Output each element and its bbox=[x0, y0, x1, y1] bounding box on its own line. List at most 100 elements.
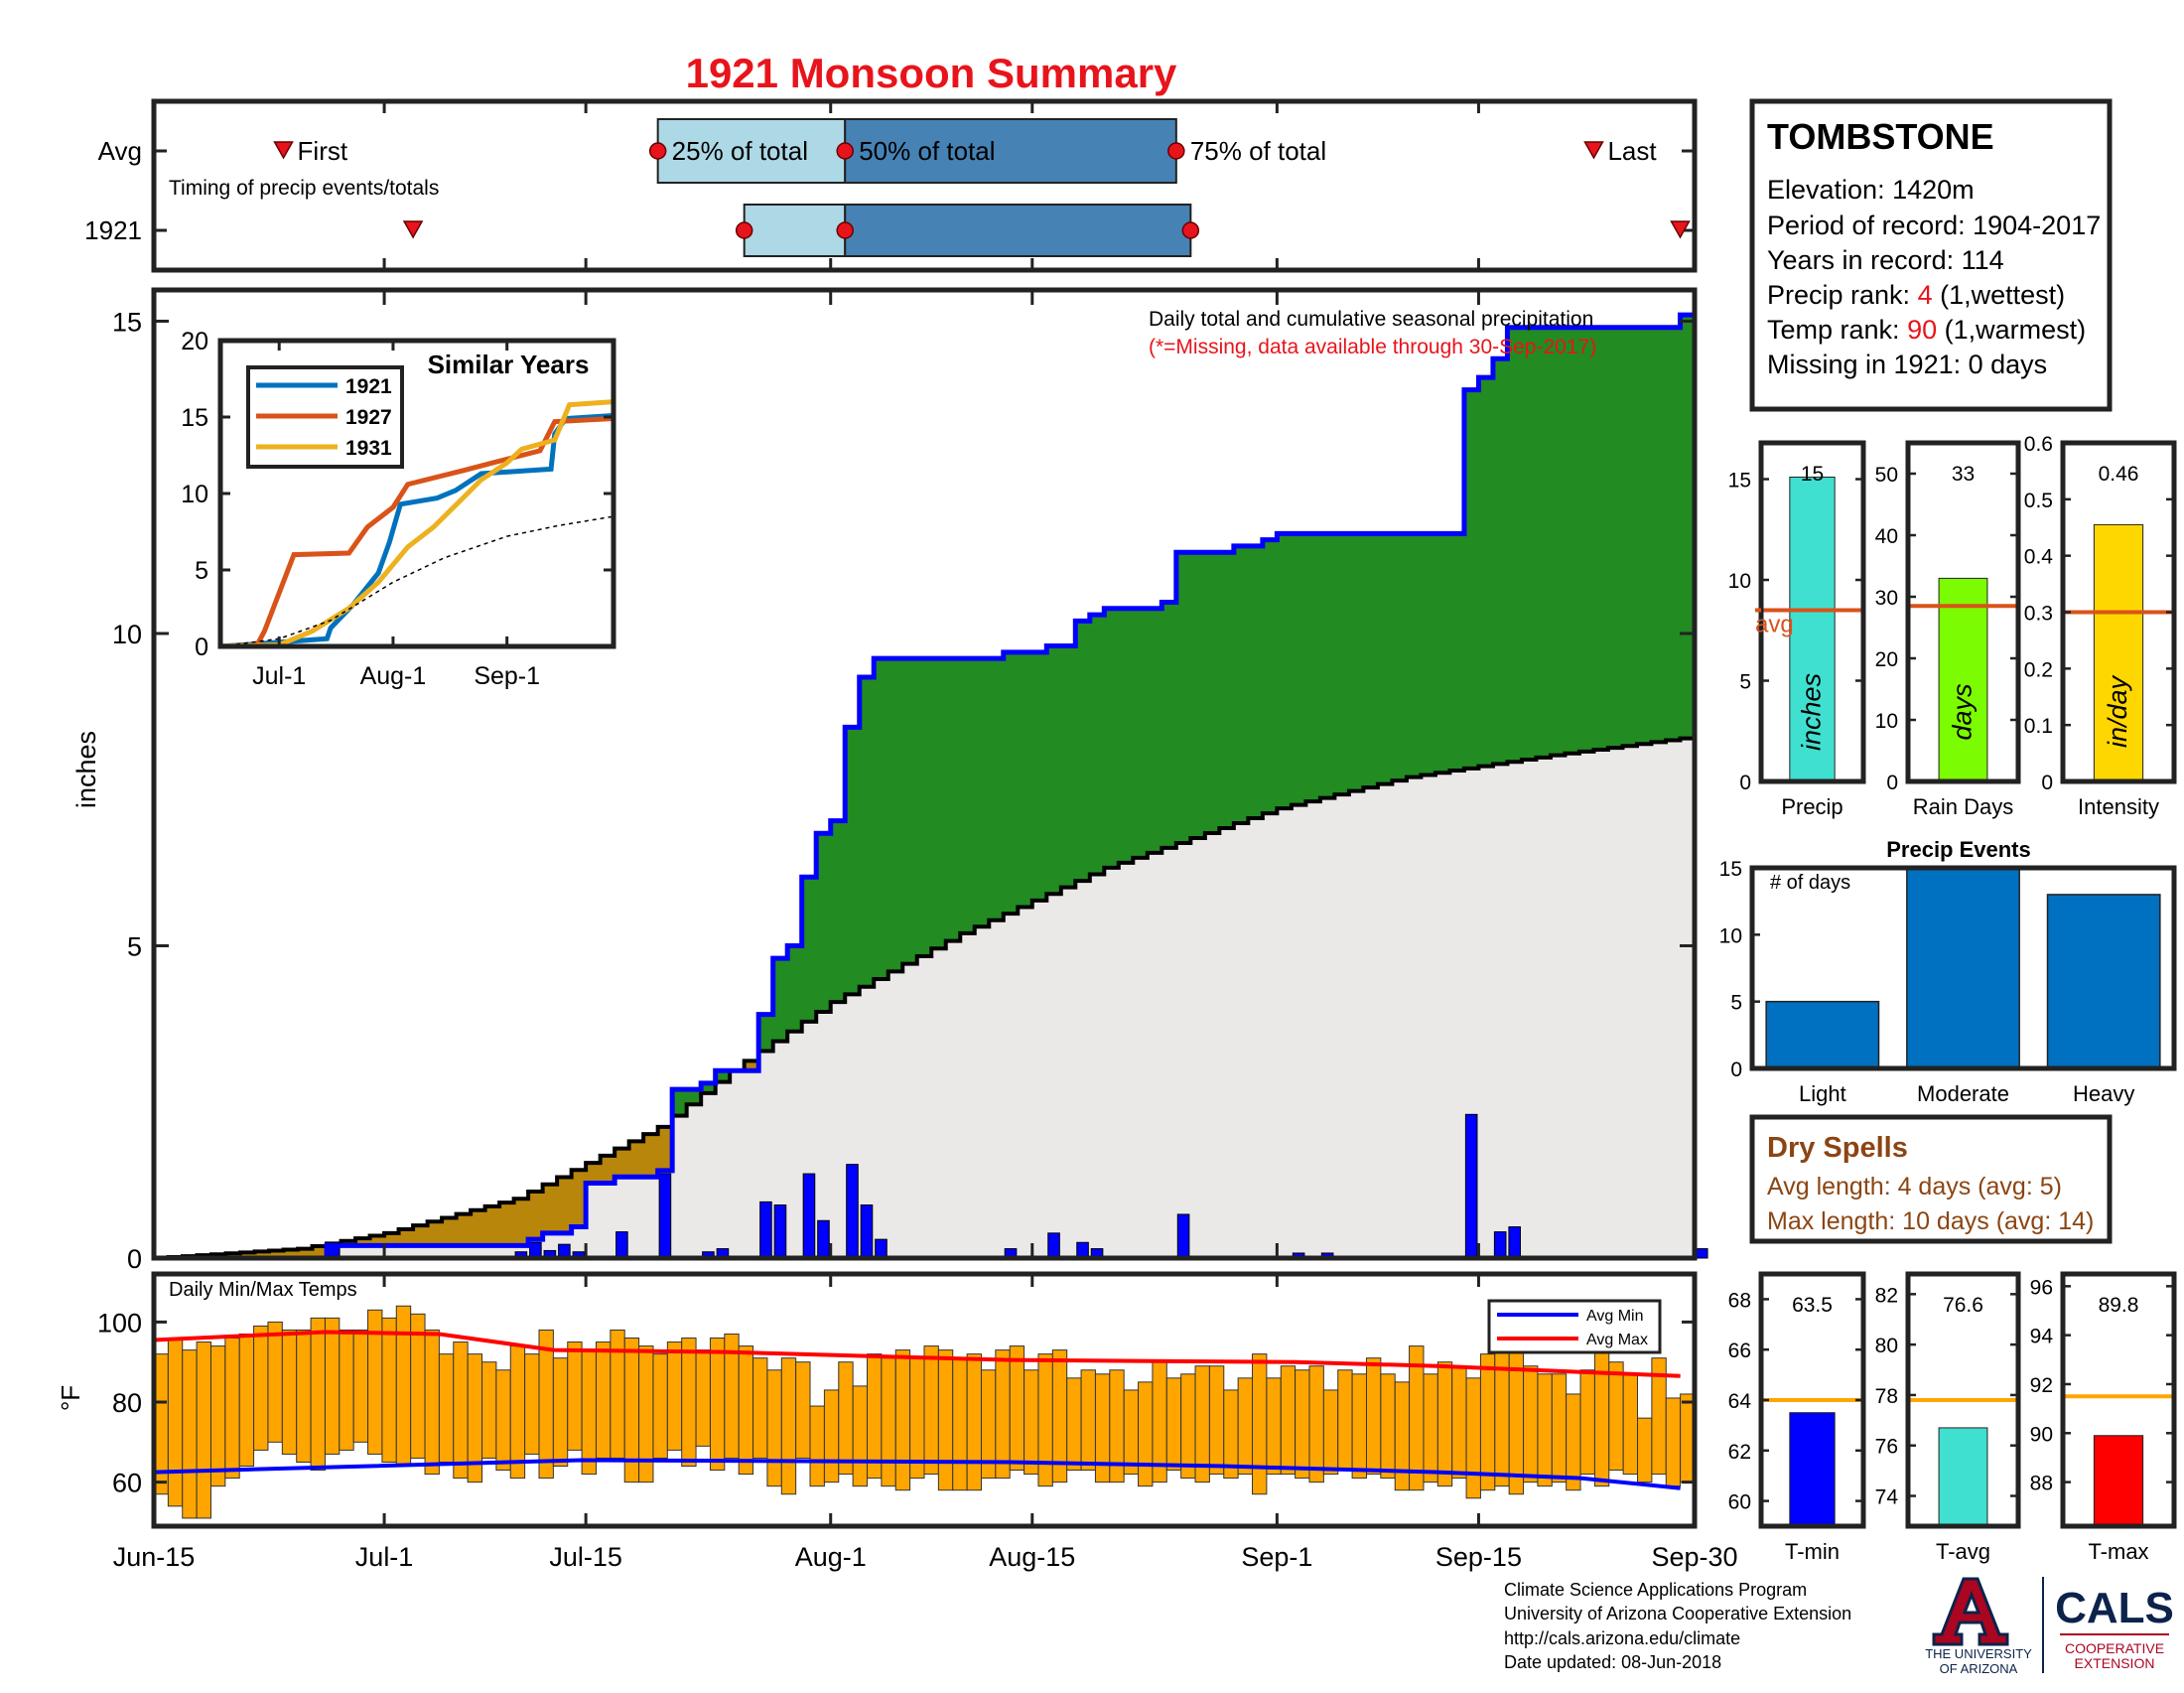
deficit-fill bbox=[586, 1163, 602, 1184]
station-info-box: TOMBSTONE Elevation: 1420m Period of rec… bbox=[1749, 98, 2113, 412]
dry-spells-avg: Avg length: 4 days (avg: 5) bbox=[1767, 1173, 2062, 1200]
daily-temp-bar bbox=[937, 1349, 954, 1491]
events-category-label: Moderate bbox=[1917, 1081, 2009, 1106]
avg-cumulative-line bbox=[154, 736, 1695, 1260]
surplus-fill bbox=[1104, 608, 1120, 868]
events-frame bbox=[1749, 865, 2177, 1071]
inset-xtick-label: Jul-1 bbox=[252, 662, 306, 690]
events-bar bbox=[2046, 894, 2161, 1069]
cals-sub-2: EXTENSION bbox=[2075, 1655, 2155, 1671]
daily-temp-bar bbox=[1037, 1353, 1053, 1487]
temp-panel-label: Daily Min/Max Temps bbox=[169, 1279, 357, 1301]
surplus-fill bbox=[1463, 389, 1480, 769]
surplus-fill bbox=[1319, 533, 1335, 798]
daily-temp-bar bbox=[1380, 1373, 1396, 1480]
daily-temp-bar bbox=[852, 1385, 869, 1487]
ua-a-logo-icon bbox=[1932, 1577, 2009, 1646]
daily-temp-bar bbox=[738, 1345, 754, 1476]
surplus-fill bbox=[1536, 327, 1552, 758]
precip-summary-ytick-label: 0 bbox=[1739, 772, 1751, 794]
dry-spells-box: Dry Spells Avg length: 4 days (avg: 5) M… bbox=[1749, 1114, 2113, 1244]
timing-quantile-marker bbox=[836, 142, 854, 160]
tavg-summary-ytick-label: 78 bbox=[1875, 1385, 1898, 1408]
tmin-summary-ytick-label: 60 bbox=[1728, 1491, 1751, 1514]
avg-min-line bbox=[153, 1458, 1681, 1490]
tmax-summary-ytick-label: 90 bbox=[2030, 1423, 2053, 1446]
deficit-fill bbox=[384, 1232, 400, 1246]
surplus-fill bbox=[1060, 645, 1076, 888]
surplus-fill bbox=[715, 1070, 731, 1082]
inset-line-1931 bbox=[219, 399, 614, 649]
daily-precip-bar bbox=[658, 1173, 672, 1259]
daily-precip-bar bbox=[1176, 1213, 1190, 1259]
daily-temp-bar bbox=[1365, 1357, 1382, 1476]
tavg-summary-ytick-label: 80 bbox=[1875, 1335, 1898, 1357]
inset-line-1927 bbox=[219, 416, 614, 649]
daily-temp-bar bbox=[209, 1345, 226, 1487]
daily-temp-bar bbox=[595, 1341, 612, 1459]
similar-years-inset: 0 5 10 15 20 Jul-1 Aug-1 Sep-1 Similar Years 1921… bbox=[181, 328, 616, 690]
inset-avg-line bbox=[219, 515, 614, 647]
surplus-fill bbox=[1348, 533, 1364, 791]
station-precip-rank: Precip rank: 4 (1,wettest) bbox=[1767, 280, 2065, 310]
tavg-summary-value-label: 76.6 bbox=[1943, 1294, 1983, 1317]
precip-ytick-label: 10 bbox=[112, 620, 142, 649]
inset-ytick-label: 15 bbox=[181, 404, 208, 432]
inset-ytick-label: 10 bbox=[181, 481, 208, 508]
daily-temp-bar bbox=[952, 1357, 968, 1491]
surplus-fill bbox=[960, 658, 976, 933]
daily-temp-bar bbox=[381, 1317, 397, 1463]
surplus-fill bbox=[1147, 608, 1162, 853]
daily-temp-bar bbox=[1436, 1361, 1453, 1487]
timing-q50-q75-box bbox=[844, 204, 1192, 257]
year-cumulative-line bbox=[154, 312, 1695, 1261]
daily-precip-bar bbox=[1047, 1232, 1060, 1259]
daily-temp-bar bbox=[881, 1357, 896, 1487]
deficit-fill bbox=[312, 1245, 328, 1258]
intensity-summary-ytick-label: 0.2 bbox=[2024, 658, 2053, 681]
surplus-fill bbox=[1190, 552, 1206, 838]
daily-temp-bar bbox=[182, 1349, 198, 1519]
surplus-fill bbox=[1449, 533, 1465, 772]
deficit-fill bbox=[355, 1238, 371, 1246]
deficit-fill bbox=[442, 1217, 458, 1246]
footer-line-3: http://cals.arizona.edu/climate bbox=[1504, 1628, 1740, 1648]
daily-temp-bar bbox=[395, 1305, 412, 1468]
daily-temp-bar bbox=[567, 1341, 583, 1451]
daily-temp-bar bbox=[1266, 1377, 1282, 1476]
daily-temp-bar bbox=[1208, 1365, 1225, 1476]
deficit-fill bbox=[643, 1134, 659, 1178]
timing-q75-label: 75% of total bbox=[1190, 136, 1326, 166]
tmax-summary-ytick-label: 96 bbox=[2030, 1276, 2053, 1299]
surplus-fill bbox=[1018, 651, 1033, 908]
surplus-fill bbox=[1421, 533, 1436, 776]
surplus-fill bbox=[1406, 533, 1423, 777]
daily-temp-bar bbox=[1237, 1377, 1254, 1476]
tmin-summary-ytick-label: 62 bbox=[1728, 1441, 1751, 1464]
tmax-summary-ytick-label: 94 bbox=[2030, 1326, 2054, 1348]
events-note: # of days bbox=[1770, 872, 1850, 894]
surplus-fill bbox=[1118, 608, 1134, 863]
surplus-fill bbox=[1089, 615, 1105, 875]
surplus-fill bbox=[830, 820, 846, 1003]
temp-ytick-label: 80 bbox=[112, 1388, 142, 1418]
precip-ytick-label: 5 bbox=[127, 931, 142, 961]
date-axis: Jun-15 Jul-1 Jul-15 Aug-1 Aug-15 Sep-1 Sep-15 S… bbox=[113, 1542, 1738, 1572]
temp-frame bbox=[151, 1271, 1698, 1529]
deficit-fill bbox=[657, 1126, 673, 1171]
rain-days-summary-bar bbox=[1938, 577, 1988, 782]
ua-logo-text-2: OF ARIZONA bbox=[1940, 1661, 2018, 1676]
daily-temp-bar bbox=[709, 1338, 726, 1472]
events-ytick-label: 5 bbox=[1730, 992, 1742, 1015]
daily-temp-bar bbox=[1280, 1365, 1297, 1476]
precip-summary-ytick-label: 15 bbox=[1728, 470, 1751, 493]
dry-spells-max: Max length: 10 days (avg: 14) bbox=[1767, 1207, 2094, 1235]
timing-q25-q50-box bbox=[656, 118, 847, 184]
daily-temp-bar bbox=[1165, 1377, 1182, 1472]
tavg-summary-ytick-label: 76 bbox=[1875, 1436, 1898, 1459]
surplus-fill bbox=[845, 727, 861, 995]
tavg-summary-bar bbox=[1938, 1427, 1988, 1527]
deficit-fill bbox=[283, 1249, 299, 1258]
daily-temp-bar bbox=[681, 1338, 697, 1468]
daily-temp-bar bbox=[424, 1329, 440, 1476]
